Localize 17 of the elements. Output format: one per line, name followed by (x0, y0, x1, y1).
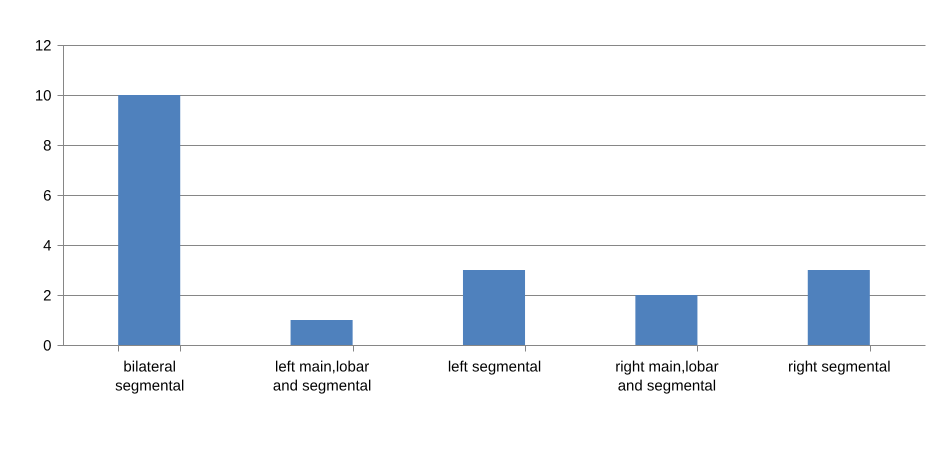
bar (118, 95, 180, 345)
y-tick-label: 10 (34, 88, 52, 104)
y-tick-label: 6 (43, 188, 52, 204)
y-tick-label: 12 (34, 38, 52, 54)
x-tick-label: left main,lobar and segmental (272, 358, 372, 394)
bar (290, 320, 353, 345)
y-tick-label: 2 (43, 288, 52, 304)
bar (462, 270, 526, 345)
bar (808, 270, 870, 345)
x-tick-label: right segmental (788, 358, 891, 376)
bar (635, 295, 698, 345)
y-tick-label: 0 (43, 338, 52, 354)
y-tick-label: 4 (43, 238, 52, 254)
y-tick-label: 8 (43, 138, 52, 154)
x-tick-label: right main,lobar and segmental (615, 358, 719, 394)
x-tick-label: bilateral segmental (115, 358, 184, 394)
x-tick-label: left segmental (448, 358, 542, 376)
